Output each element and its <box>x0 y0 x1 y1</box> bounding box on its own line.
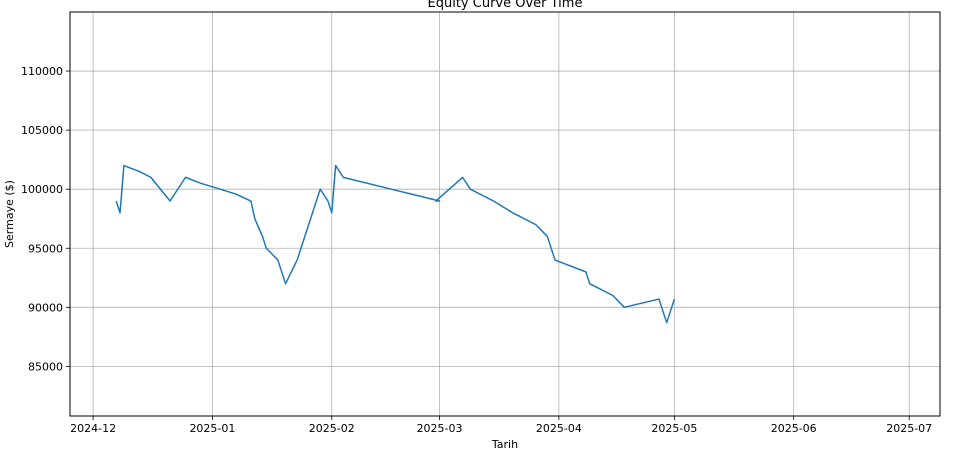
y-tick-label: 85000 <box>28 360 63 373</box>
x-tick-label: 2025-07 <box>886 422 932 435</box>
x-tick-label: 2024-12 <box>70 422 116 435</box>
x-tick-label: 2025-02 <box>309 422 355 435</box>
x-tick-label: 2025-01 <box>189 422 235 435</box>
y-tick-label: 95000 <box>28 242 63 255</box>
axes-frame <box>69 11 941 417</box>
x-tick-label: 2025-03 <box>417 422 463 435</box>
equity-series-line <box>115 164 676 324</box>
x-tick-label: 2025-06 <box>771 422 817 435</box>
y-axis-label: Sermaye ($) <box>3 180 16 248</box>
x-tick-label: 2025-05 <box>651 422 697 435</box>
y-tick-label: 90000 <box>28 301 63 314</box>
y-tick-label: 110000 <box>21 65 63 78</box>
grid-lines <box>70 12 940 416</box>
x-axis-label: Tarih <box>491 438 518 451</box>
chart-title: Equity Curve Over Time <box>428 0 583 11</box>
y-tick-label: 100000 <box>21 183 63 196</box>
x-tick-label: 2025-04 <box>536 422 582 435</box>
y-tick-label: 105000 <box>21 124 63 137</box>
axis-ticks: 2024-12 2025-01 2025-02 2025-03 2025-04 2025-… <box>21 65 932 435</box>
